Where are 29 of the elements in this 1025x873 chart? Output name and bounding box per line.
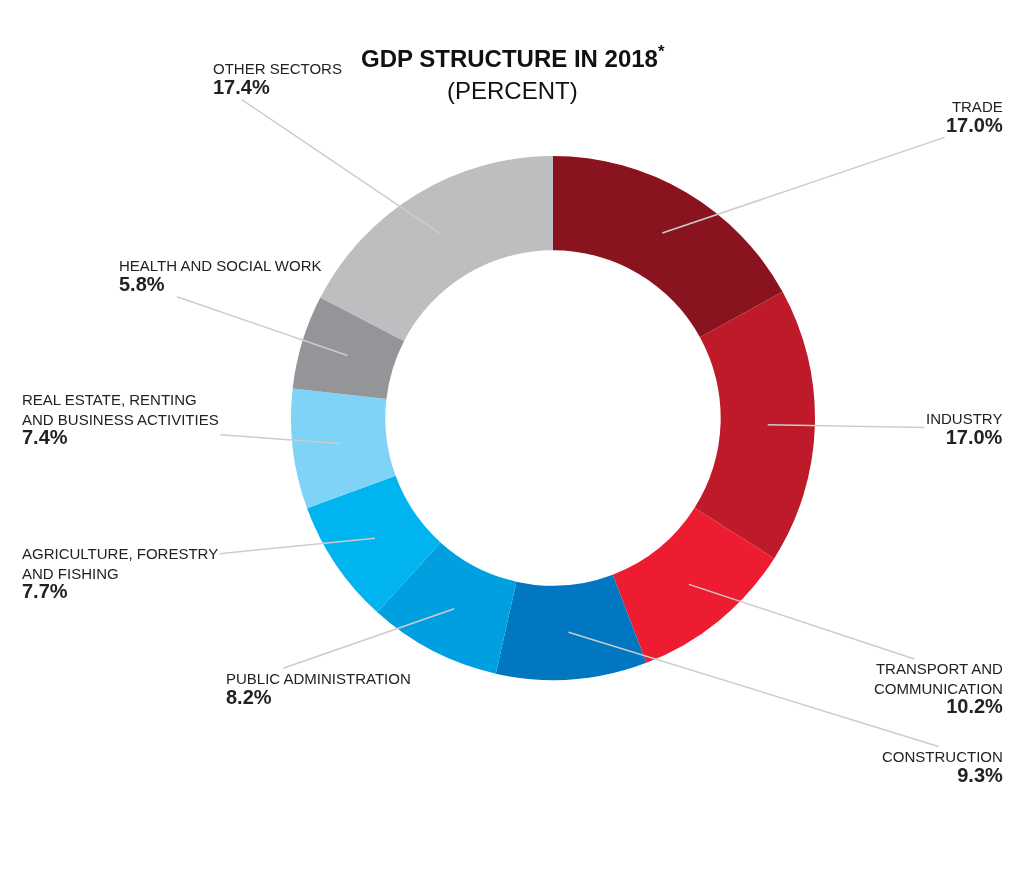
- data-label: 7.4%: [22, 426, 68, 448]
- slice-label: OTHER SECTORS: [213, 60, 342, 77]
- data-label: 17.4%: [213, 75, 270, 98]
- slice-label: AGRICULTURE, FORESTRY AND FISHING: [22, 545, 219, 582]
- data-label: 5.8%: [119, 272, 165, 295]
- donut-slice: [495, 574, 647, 680]
- chart-title: GDP STRUCTURE IN 2018$^{*}$: [361, 42, 665, 73]
- data-label: 7.7%: [22, 580, 68, 602]
- slice-label: CONSTRUCTION: [882, 748, 1003, 765]
- slice-label: HEALTH AND SOCIAL WORK: [119, 257, 322, 274]
- slice-label: PUBLIC ADMINISTRATION: [226, 670, 411, 687]
- text: (PERCENT): [447, 77, 578, 104]
- donut-slice: [612, 507, 775, 663]
- slice-label: TRADE: [951, 98, 1003, 115]
- donut-slice: [320, 156, 553, 341]
- donut-slice: [291, 388, 396, 509]
- donut-slice: [694, 291, 815, 559]
- slice-label: REAL ESTATE, RENTING AND BUSINESS ACTIVITIES: [22, 391, 219, 428]
- data-label: 8.2%: [226, 685, 272, 708]
- donut-slice: [553, 156, 783, 338]
- data-label: 9.3%: [957, 763, 1004, 786]
- donut-slice: [292, 297, 405, 400]
- data-label: 17.0%: [945, 425, 1003, 448]
- data-label: 17.0%: [946, 113, 1003, 136]
- slice-label: TRANSPORT AND COMMUNICATION: [874, 660, 1004, 697]
- donut-slice: [307, 475, 441, 613]
- data-label: 10.2%: [946, 695, 1004, 717]
- donut-slice: [377, 542, 517, 674]
- slice-label: INDUSTRY: [926, 410, 1003, 427]
